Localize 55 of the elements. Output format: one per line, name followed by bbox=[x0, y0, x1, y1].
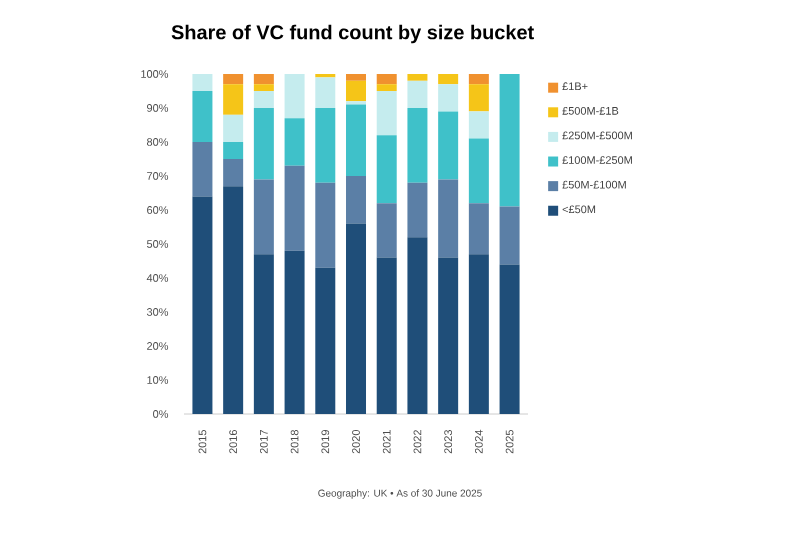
bar bbox=[376, 73, 397, 85]
bar bbox=[438, 257, 459, 414]
bar bbox=[499, 264, 520, 414]
bar bbox=[315, 77, 336, 108]
bar bbox=[284, 250, 305, 414]
bar bbox=[284, 165, 305, 251]
bar bbox=[376, 90, 397, 136]
bar bbox=[376, 203, 397, 258]
bar bbox=[253, 90, 274, 108]
bar bbox=[223, 73, 244, 85]
chart-title: Share of VC fund count by size bucket bbox=[171, 24, 534, 44]
bar bbox=[376, 135, 397, 204]
bar bbox=[346, 104, 367, 176]
bar bbox=[438, 111, 459, 180]
bar bbox=[192, 73, 213, 91]
bar bbox=[346, 176, 367, 224]
bar bbox=[253, 84, 274, 91]
bar bbox=[223, 114, 244, 142]
bar bbox=[346, 223, 367, 414]
bar bbox=[192, 142, 213, 197]
bar bbox=[407, 182, 428, 238]
bar bbox=[407, 107, 428, 183]
bar bbox=[468, 111, 489, 139]
bar bbox=[438, 84, 459, 112]
bar bbox=[346, 80, 367, 102]
bar bbox=[499, 73, 520, 207]
bar bbox=[223, 186, 244, 414]
bar bbox=[438, 73, 459, 85]
bar bbox=[253, 254, 274, 414]
bar bbox=[499, 206, 520, 265]
bar bbox=[253, 107, 274, 180]
bar bbox=[284, 118, 305, 166]
bar bbox=[315, 107, 336, 183]
bar bbox=[192, 90, 213, 142]
bar bbox=[315, 182, 336, 268]
bar bbox=[253, 73, 274, 85]
bar bbox=[223, 159, 244, 187]
bar bbox=[253, 179, 274, 255]
bar bbox=[438, 179, 459, 258]
bar bbox=[346, 73, 367, 81]
bar bbox=[468, 84, 489, 112]
bar bbox=[376, 257, 397, 414]
bar bbox=[407, 237, 428, 414]
bar bbox=[315, 267, 336, 414]
bar bbox=[407, 73, 428, 81]
bar bbox=[468, 73, 489, 85]
bar bbox=[468, 203, 489, 255]
bar bbox=[284, 73, 305, 119]
bar bbox=[223, 142, 244, 159]
bar bbox=[468, 138, 489, 204]
bar bbox=[192, 196, 213, 414]
bar bbox=[407, 80, 428, 108]
bar bbox=[468, 254, 489, 414]
bar bbox=[223, 84, 244, 115]
bar bbox=[376, 84, 397, 91]
